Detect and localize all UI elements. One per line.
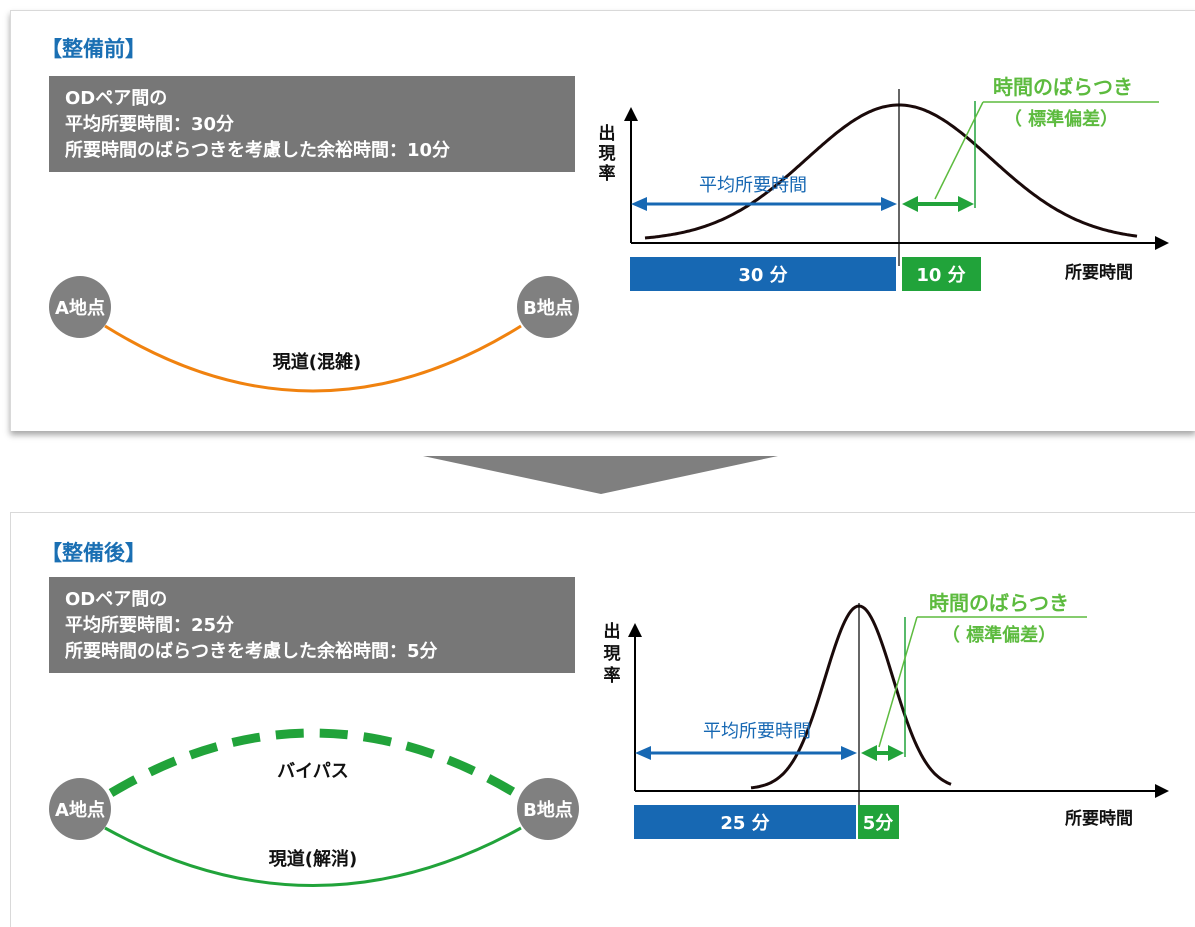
- before-y-axis-label-1: 出: [599, 123, 616, 144]
- after-point-a: [49, 778, 111, 840]
- before-variability-label-1: 時間のばらつき: [993, 75, 1133, 99]
- before-panel: 【整備前】 ODペア間の 平均所要時間：30分 所要時間のばらつきを考慮した余裕…: [10, 10, 1195, 431]
- after-variability-arrowhead-left: [861, 745, 877, 761]
- before-variability-label-2: （ 標準偏差）: [1004, 108, 1118, 130]
- before-point-b: [517, 276, 579, 338]
- before-variability-arrowhead-left: [902, 196, 918, 212]
- after-info-line-2: 平均所要時間：25分: [65, 615, 235, 636]
- after-x-axis-label: 所要時間: [1065, 808, 1133, 829]
- before-road-label: 現道(混雑): [273, 351, 361, 373]
- after-variability-label-2: （ 標準偏差）: [942, 624, 1056, 646]
- before-x-axis-arrowhead: [1155, 236, 1169, 250]
- after-road-label: 現道(解消): [269, 848, 357, 870]
- after-distribution-curve: [750, 604, 952, 790]
- before-info-line-1: ODペア間の: [65, 88, 168, 109]
- after-panel: 【整備後】 ODペア間の 平均所要時間：25分 所要時間のばらつきを考慮した余裕…: [10, 512, 1195, 927]
- before-y-axis-label-3: 率: [599, 163, 616, 184]
- before-info-box: ODペア間の 平均所要時間：30分 所要時間のばらつきを考慮した余裕時間：10分: [49, 76, 575, 172]
- after-leader-line: [878, 616, 918, 748]
- after-road-line: [104, 826, 522, 887]
- after-bypass-label: バイパス: [277, 761, 349, 782]
- after-info-line-1: ODペア間の: [65, 589, 168, 610]
- before-point-a-label: A地点: [55, 297, 105, 319]
- after-bar-margin: [858, 805, 899, 839]
- before-distribution-curve: [644, 103, 1138, 240]
- before-variability-arrowhead-right: [958, 196, 974, 212]
- after-point-a-label: A地点: [55, 799, 105, 821]
- after-section-title: 【整備後】: [41, 541, 146, 565]
- before-section-title: 【整備前】: [41, 37, 146, 61]
- after-point-b-label: B地点: [523, 799, 573, 821]
- before-point-b-label: B地点: [523, 297, 573, 319]
- before-mean-arrowhead-left: [631, 197, 647, 211]
- before-point-a: [49, 276, 111, 338]
- before-mean-arrowhead-right: [881, 197, 897, 211]
- before-leader-line: [934, 101, 984, 200]
- after-y-axis-label-2: 現: [604, 644, 621, 664]
- after-bar-margin-label: 5分: [863, 813, 894, 834]
- after-y-axis-label-3: 率: [604, 665, 621, 686]
- before-info-line-3: 所要時間のばらつきを考慮した余裕時間：10分: [65, 140, 451, 161]
- after-mean-arrowhead-right: [841, 746, 857, 760]
- before-road-line: [104, 324, 522, 393]
- after-mean-label: 平均所要時間: [703, 721, 811, 742]
- after-info-line-3: 所要時間のばらつきを考慮した余裕時間：5分: [65, 641, 438, 662]
- before-mean-label: 平均所要時間: [699, 175, 807, 196]
- after-x-axis-arrowhead: [1155, 784, 1169, 798]
- after-y-axis-label-1: 出: [604, 621, 621, 642]
- after-bar-mean: [634, 805, 856, 839]
- after-info-box: ODペア間の 平均所要時間：25分 所要時間のばらつきを考慮した余裕時間：5分: [49, 577, 575, 673]
- before-info-line-2: 平均所要時間：30分: [65, 114, 235, 135]
- down-arrow-icon: [423, 456, 778, 494]
- before-y-axis-label-2: 現: [599, 144, 616, 164]
- after-mean-arrowhead-left: [635, 746, 651, 760]
- before-x-axis-label: 所要時間: [1065, 262, 1133, 283]
- before-diagram: 現道(混雑) A地点 B地点 出 現 率 所要時間 平均所要時間 時間のばらつき: [49, 75, 1169, 393]
- before-bar-margin: [902, 257, 981, 291]
- after-bar-mean-label: 25 分: [720, 813, 769, 834]
- before-y-axis-arrowhead: [624, 107, 638, 121]
- after-point-b: [517, 778, 579, 840]
- after-variability-arrowhead-right: [888, 745, 904, 761]
- after-bypass-line: [108, 728, 518, 797]
- after-y-axis-arrowhead: [628, 623, 642, 637]
- after-diagram: バイパス 現道(解消) A地点 B地点 出 現 率 所要時間 平均所要時間: [49, 591, 1169, 887]
- after-variability-label-1: 時間のばらつき: [929, 591, 1069, 615]
- before-bar-mean-label: 30 分: [738, 265, 787, 286]
- before-bar-margin-label: 10 分: [916, 265, 965, 286]
- before-bar-mean: [630, 257, 896, 291]
